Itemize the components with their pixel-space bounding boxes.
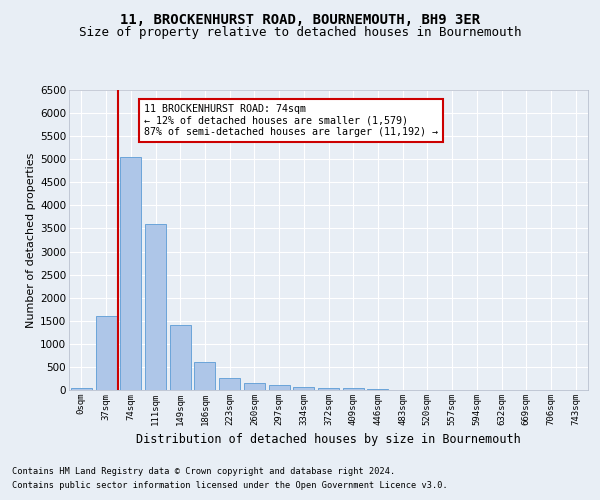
Bar bbox=[367, 389, 388, 390]
Text: Size of property relative to detached houses in Bournemouth: Size of property relative to detached ho… bbox=[79, 26, 521, 39]
Bar bbox=[293, 387, 314, 390]
Bar bbox=[194, 362, 215, 390]
Text: 11, BROCKENHURST ROAD, BOURNEMOUTH, BH9 3ER: 11, BROCKENHURST ROAD, BOURNEMOUTH, BH9 … bbox=[120, 12, 480, 26]
Bar bbox=[170, 326, 191, 390]
Text: Contains public sector information licensed under the Open Government Licence v3: Contains public sector information licen… bbox=[12, 481, 448, 490]
Bar bbox=[244, 383, 265, 390]
Bar bbox=[71, 388, 92, 390]
Text: Distribution of detached houses by size in Bournemouth: Distribution of detached houses by size … bbox=[136, 432, 521, 446]
Bar bbox=[343, 388, 364, 390]
Bar bbox=[318, 388, 339, 390]
Bar bbox=[145, 224, 166, 390]
Bar bbox=[219, 378, 240, 390]
Bar bbox=[120, 157, 141, 390]
Text: 11 BROCKENHURST ROAD: 74sqm
← 12% of detached houses are smaller (1,579)
87% of : 11 BROCKENHURST ROAD: 74sqm ← 12% of det… bbox=[145, 104, 439, 137]
Text: Contains HM Land Registry data © Crown copyright and database right 2024.: Contains HM Land Registry data © Crown c… bbox=[12, 468, 395, 476]
Bar bbox=[269, 386, 290, 390]
Bar bbox=[95, 316, 116, 390]
Y-axis label: Number of detached properties: Number of detached properties bbox=[26, 152, 36, 328]
